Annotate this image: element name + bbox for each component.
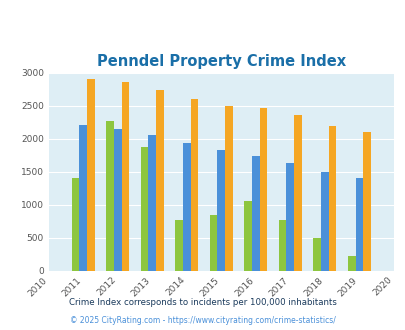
Bar [141,147,148,271]
Bar [355,178,362,271]
Bar [114,129,121,271]
Bar [224,106,232,271]
Bar [190,99,198,271]
Bar [293,115,301,271]
Text: Crime Index corresponds to incidents per 100,000 inhabitants: Crime Index corresponds to incidents per… [69,298,336,307]
Bar [313,238,320,271]
Bar [148,135,156,271]
Bar [320,172,328,271]
Bar [175,220,183,271]
Bar [278,220,286,271]
Bar [259,108,266,271]
Bar [362,132,370,271]
Bar [106,121,114,271]
Title: Penndel Property Crime Index: Penndel Property Crime Index [96,54,345,69]
Bar [347,256,355,271]
Bar [72,178,79,271]
Bar [252,156,259,271]
Bar [183,143,190,271]
Text: © 2025 CityRating.com - https://www.cityrating.com/crime-statistics/: © 2025 CityRating.com - https://www.city… [70,316,335,325]
Bar [244,201,252,271]
Bar [286,163,293,271]
Bar [217,150,224,271]
Bar [209,214,217,271]
Bar [156,90,163,271]
Bar [87,79,94,271]
Bar [79,125,87,271]
Bar [328,126,335,271]
Bar [121,82,129,271]
